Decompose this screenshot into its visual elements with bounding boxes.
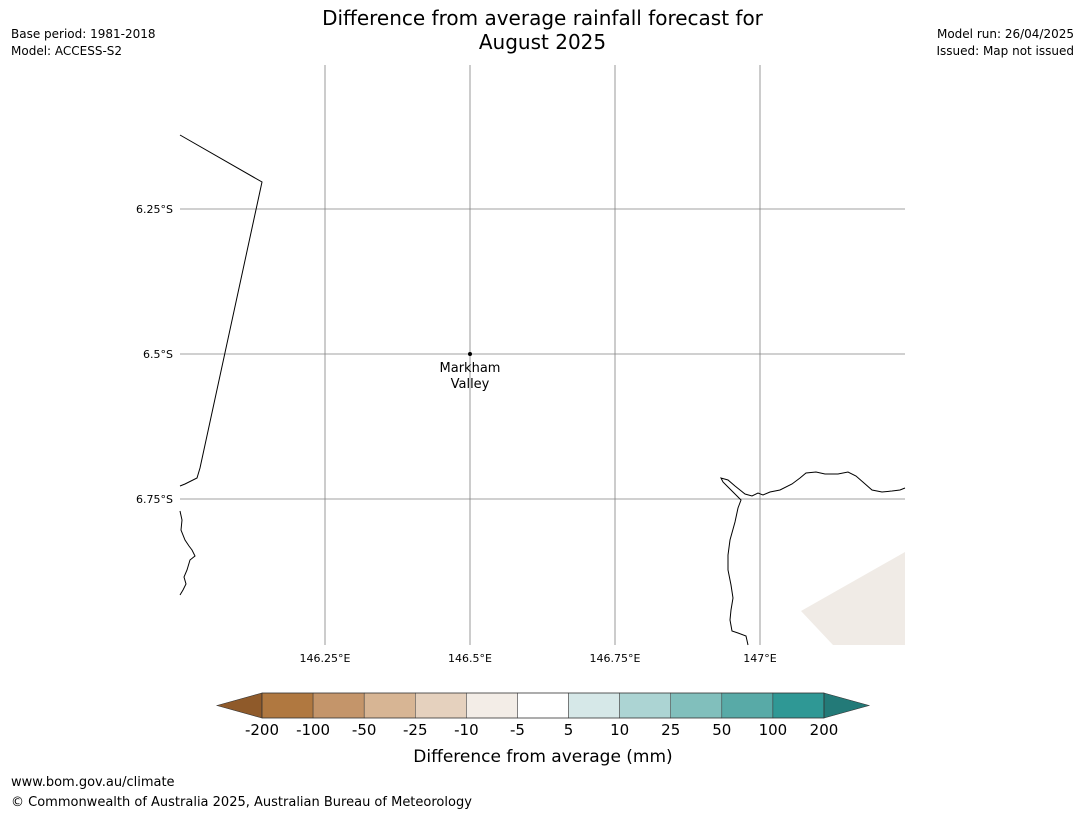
location-name-line-2: Valley <box>451 377 490 392</box>
website-link[interactable]: www.bom.gov.au/climate <box>11 775 175 790</box>
run-info: Model run: 26/04/2025 Issued: Map not is… <box>936 26 1074 60</box>
colorbar-segment-5 <box>517 692 569 719</box>
colorbar-segment-3 <box>415 692 467 719</box>
lat-label-6-25: 6.25°S <box>136 203 173 216</box>
base-period-text: Base period: 1981-2018 <box>11 27 156 41</box>
colorbar-tick-label: 100 <box>759 721 788 739</box>
colorbar-segment-1 <box>312 692 365 719</box>
model-text: Model: ACCESS-S2 <box>11 44 123 58</box>
colorbar-tick-label: -25 <box>403 721 428 739</box>
title-line-1: Difference from average rainfall forecas… <box>322 6 763 30</box>
lat-label-6-5: 6.5°S <box>143 348 173 361</box>
model-info: Base period: 1981-2018 Model: ACCESS-S2 <box>11 26 156 60</box>
colorbar-tick-label: -5 <box>510 721 525 739</box>
colorbar-tick-label: 25 <box>661 721 680 739</box>
colorbar-outline <box>261 692 825 719</box>
colorbar-tick-label: -10 <box>454 721 479 739</box>
colorbar-tick-label: -100 <box>296 721 330 739</box>
colorbar-segment-6 <box>568 692 620 719</box>
colorbar-tick-label: 10 <box>610 721 629 739</box>
colorbar-extend-high <box>823 692 871 719</box>
location-dot <box>468 352 472 356</box>
colorbar-tick-labels: -200 -100 -50 -25 -10 -5 5 10 25 50 100 200 <box>245 721 838 739</box>
colorbar-segments <box>261 692 825 719</box>
colorbar-tick-label: 200 <box>810 721 839 739</box>
colorbar-segment-0 <box>261 692 314 719</box>
map-title: Difference from average rainfall forecas… <box>0 6 1085 54</box>
colorbar-tick-label: -50 <box>352 721 377 739</box>
lon-label-146-5: 146.5°E <box>448 652 492 665</box>
coastlines <box>179 134 906 646</box>
colorbar-title: Difference from average (mm) <box>413 747 672 767</box>
forecast-shaded-region <box>801 552 905 645</box>
colorbar-segment-7 <box>619 692 671 719</box>
colorbar-segment-4 <box>466 692 518 719</box>
colorbar-tick-label: 5 <box>564 721 574 739</box>
colorbar-tick-label: -200 <box>245 721 279 739</box>
colorbar-segment-10 <box>772 692 825 719</box>
coastline-east <box>720 471 906 646</box>
lon-axis-labels: 146.25°E 146.5°E 146.75°E 147°E <box>300 652 777 665</box>
issued-text: Issued: Map not issued <box>936 44 1074 58</box>
lon-label-146-25: 146.25°E <box>300 652 351 665</box>
lat-label-6-75: 6.75°S <box>136 493 173 506</box>
coastline-west <box>179 510 196 596</box>
graticule <box>180 65 905 645</box>
lon-label-147: 147°E <box>743 652 776 665</box>
location-name-line-1: Markham <box>440 361 501 376</box>
title-line-2: August 2025 <box>478 30 607 54</box>
colorbar-segment-8 <box>670 692 723 719</box>
colorbar-segment-2 <box>363 692 416 719</box>
location-marker: Markham Valley <box>440 352 501 392</box>
colorbar-segment-9 <box>721 692 774 719</box>
lat-axis-labels: 6.25°S 6.5°S 6.75°S <box>136 203 173 506</box>
colorbar: -200 -100 -50 -25 -10 -5 5 10 25 50 100 200 Differe… <box>215 692 871 767</box>
border-line-west <box>179 134 263 487</box>
lon-label-146-75: 146.75°E <box>590 652 641 665</box>
colorbar-tick-label: 50 <box>712 721 731 739</box>
model-run-text: Model run: 26/04/2025 <box>936 27 1074 41</box>
copyright-text: © Commonwealth of Australia 2025, Austra… <box>11 795 472 810</box>
colorbar-extend-low <box>215 692 263 719</box>
